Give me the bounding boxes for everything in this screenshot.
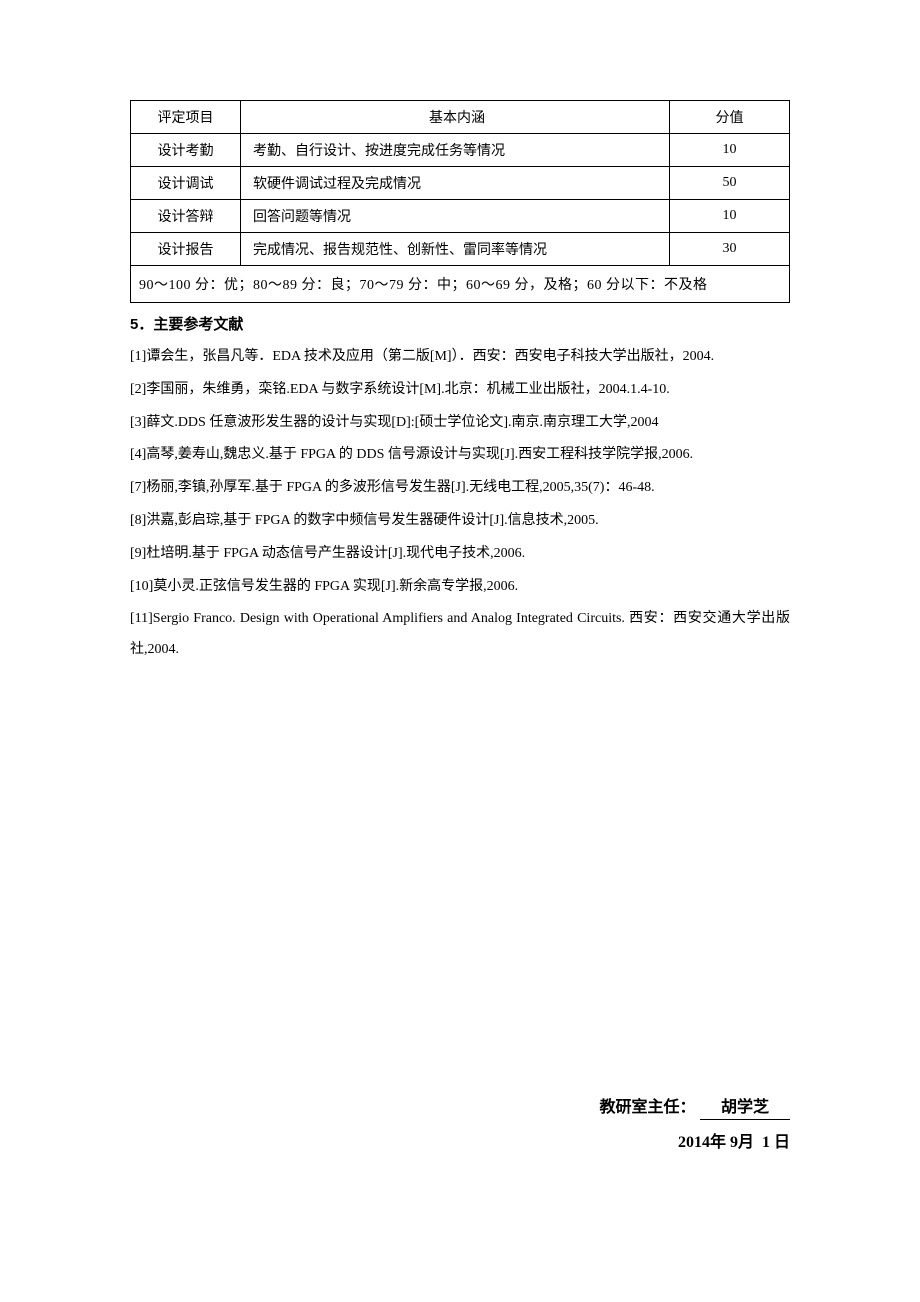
grading-note: 90～100 分：优；80～89 分：良；70～79 分：中；60～69 分，及…	[131, 266, 790, 303]
date-day: 1	[762, 1134, 770, 1151]
header-content: 基本内涵	[241, 101, 670, 134]
reference-item: [1]谭会生，张昌凡等．EDA 技术及应用（第二版[M]）．西安：西安电子科技大…	[130, 342, 790, 373]
reference-item: [8]洪嘉,彭启琮,基于 FPGA 的数字中频信号发生器硬件设计[J].信息技术…	[130, 506, 790, 537]
header-item: 评定项目	[131, 101, 241, 134]
reference-item: [7]杨丽,李镇,孙厚军.基于 FPGA 的多波形信号发生器[J].无线电工程,…	[130, 473, 790, 504]
date-day-unit: 日	[774, 1134, 790, 1151]
date-year-unit: 年	[710, 1134, 726, 1151]
cell-content: 完成情况、报告规范性、创新性、雷同率等情况	[241, 233, 670, 266]
reference-item: [2]李国丽，朱维勇，栾铭.EDA 与数字系统设计[M].北京：机械工业出版社，…	[130, 375, 790, 406]
cell-score: 30	[670, 233, 790, 266]
table-row: 设计调试 软硬件调试过程及完成情况 50	[131, 167, 790, 200]
date-month: 9	[730, 1134, 738, 1151]
cell-content: 考勤、自行设计、按进度完成任务等情况	[241, 134, 670, 167]
signature-line: 教研室主任： 胡学芝	[600, 1093, 790, 1120]
cell-content: 回答问题等情况	[241, 200, 670, 233]
table-row: 设计答辩 回答问题等情况 10	[131, 200, 790, 233]
date-month-unit: 月	[738, 1134, 754, 1151]
reference-item: [11]Sergio Franco. Design with Operation…	[130, 604, 790, 666]
table-row: 设计报告 完成情况、报告规范性、创新性、雷同率等情况 30	[131, 233, 790, 266]
cell-score: 10	[670, 134, 790, 167]
references-list: [1]谭会生，张昌凡等．EDA 技术及应用（第二版[M]）．西安：西安电子科技大…	[130, 342, 790, 666]
signature-block: 教研室主任： 胡学芝 2014年 9月 1 日	[600, 1093, 790, 1152]
table-header-row: 评定项目 基本内涵 分值	[131, 101, 790, 134]
cell-item: 设计调试	[131, 167, 241, 200]
cell-score: 10	[670, 200, 790, 233]
date-year: 2014	[678, 1134, 710, 1151]
cell-item: 设计答辩	[131, 200, 241, 233]
signature-name: 胡学芝	[700, 1093, 790, 1120]
references-heading: 5．主要参考文献	[130, 313, 790, 334]
header-score: 分值	[670, 101, 790, 134]
reference-item: [3]薛文.DDS 任意波形发生器的设计与实现[D]:[硕士学位论文].南京.南…	[130, 408, 790, 439]
reference-item: [4]高琴,姜寿山,魏忠义.基于 FPGA 的 DDS 信号源设计与实现[J].…	[130, 440, 790, 471]
cell-score: 50	[670, 167, 790, 200]
table-row: 设计考勤 考勤、自行设计、按进度完成任务等情况 10	[131, 134, 790, 167]
reference-item: [10]莫小灵.正弦信号发生器的 FPGA 实现[J].新余高专学报,2006.	[130, 572, 790, 603]
cell-item: 设计报告	[131, 233, 241, 266]
signature-label: 教研室主任：	[600, 1099, 696, 1116]
signature-date: 2014年 9月 1 日	[600, 1128, 790, 1152]
cell-item: 设计考勤	[131, 134, 241, 167]
evaluation-table: 评定项目 基本内涵 分值 设计考勤 考勤、自行设计、按进度完成任务等情况 10 …	[130, 100, 790, 303]
cell-content: 软硬件调试过程及完成情况	[241, 167, 670, 200]
document-page: 评定项目 基本内涵 分值 设计考勤 考勤、自行设计、按进度完成任务等情况 10 …	[0, 0, 920, 1302]
reference-item: [9]杜培明.基于 FPGA 动态信号产生器设计[J].现代电子技术,2006.	[130, 539, 790, 570]
grading-note-row: 90～100 分：优；80～89 分：良；70～79 分：中；60～69 分，及…	[131, 266, 790, 303]
